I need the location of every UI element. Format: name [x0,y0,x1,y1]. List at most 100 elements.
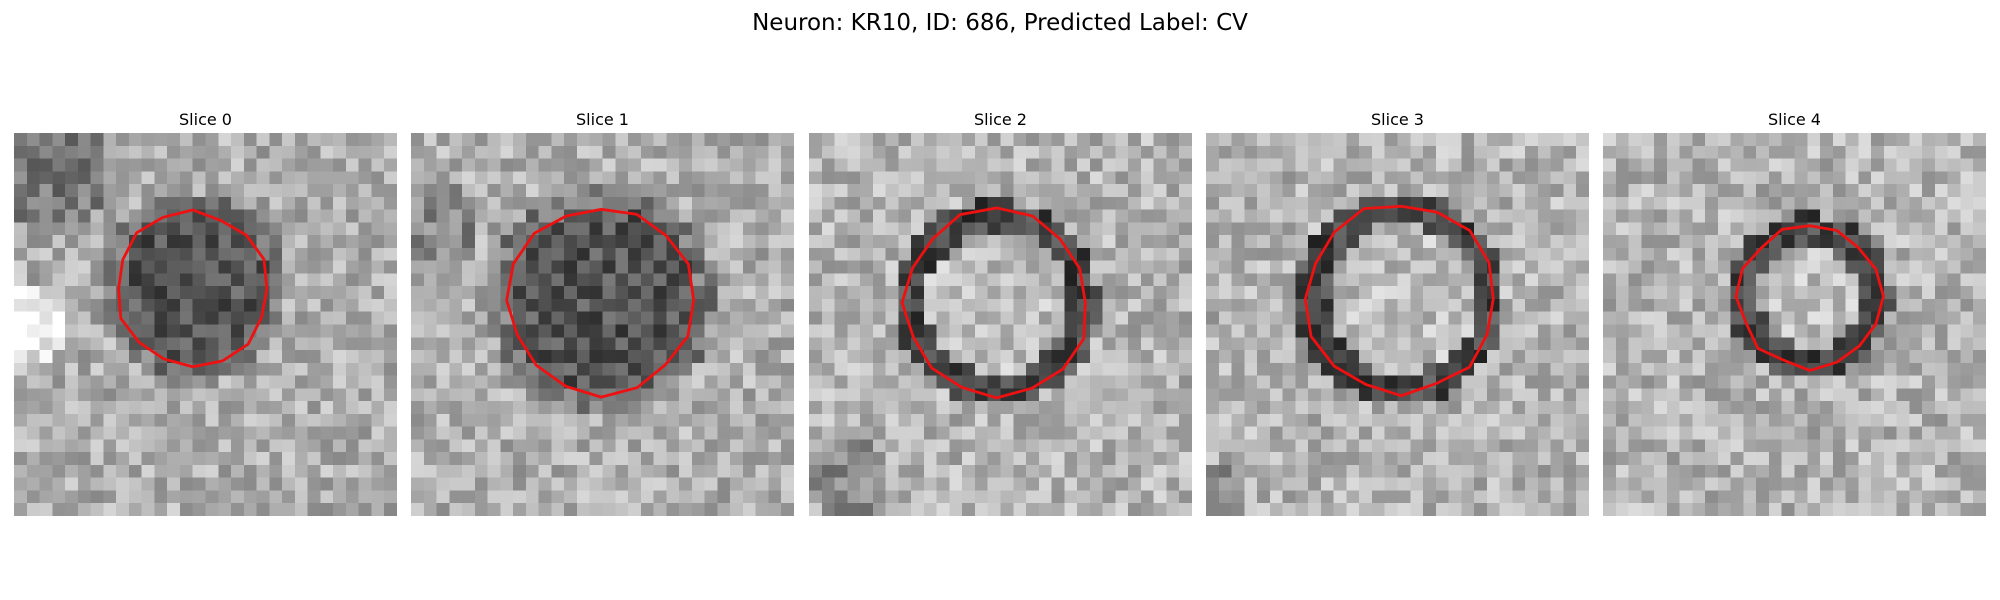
pixel [1551,388,1564,401]
pixel [822,490,835,503]
pixel [1001,452,1014,465]
pixel [1846,465,1859,478]
pixel [129,273,142,286]
pixel [1346,146,1359,159]
pixel [282,159,295,172]
pixel [1141,388,1154,401]
pixel [1398,401,1411,414]
pixel [1525,337,1538,350]
pixel [1756,452,1769,465]
pixel [257,363,270,376]
pixel [475,490,488,503]
pixel [1244,376,1257,389]
pixel [1973,222,1986,235]
pixel [1090,465,1103,478]
pixel [717,439,730,452]
pixel [1219,248,1232,261]
pixel [1538,414,1551,427]
pixel [1039,210,1052,223]
pixel [1166,363,1179,376]
pixel [27,312,40,325]
pixel [1960,490,1973,503]
pixel [679,401,692,414]
pixel [475,452,488,465]
pixel [1858,503,1871,516]
pixel [1705,465,1718,478]
pixel [860,222,873,235]
pixel [949,248,962,261]
pixel [1052,248,1065,261]
pixel [27,235,40,248]
pixel [1001,235,1014,248]
pixel [1512,286,1525,299]
pixel [65,299,78,312]
pixel [1884,197,1897,210]
pixel [590,222,603,235]
pixel [1103,427,1116,440]
pixel [500,439,513,452]
pixel [346,235,359,248]
pixel [371,133,384,146]
pixel [308,222,321,235]
pixel [551,146,564,159]
pixel [1283,273,1296,286]
pixel [1436,235,1449,248]
pixel [1576,388,1589,401]
pixel [822,325,835,338]
pixel [1807,235,1820,248]
pixel [462,235,475,248]
pixel [1179,312,1192,325]
slice-image-4 [1603,133,1986,516]
pixel [411,337,424,350]
pixel [1487,171,1500,184]
pixel [1449,133,1462,146]
pixel [1512,146,1525,159]
pixel [1115,350,1128,363]
pixel [411,197,424,210]
pixel [1538,286,1551,299]
pixel [449,286,462,299]
pixel [371,363,384,376]
pixel [1909,465,1922,478]
pixel [847,210,860,223]
pixel [1820,133,1833,146]
pixel [1013,146,1026,159]
pixel [488,490,501,503]
pixel [1576,222,1589,235]
pixel [1232,414,1245,427]
pixel [257,197,270,210]
pixel [1769,312,1782,325]
pixel [142,261,155,274]
pixel [1334,478,1347,491]
pixel [898,210,911,223]
pixel [975,376,988,389]
pixel [860,503,873,516]
pixel [116,133,129,146]
pixel [1103,363,1116,376]
pixel [1858,350,1871,363]
pixel [705,210,718,223]
pixel [1385,146,1398,159]
pixel [692,503,705,516]
pixel [320,312,333,325]
pixel [551,133,564,146]
pixel [103,452,116,465]
pixel [860,235,873,248]
pixel [924,427,937,440]
pixel [705,388,718,401]
pixel [1154,210,1167,223]
pixel [756,388,769,401]
pixel [1039,261,1052,274]
pixel [1461,312,1474,325]
pixel [1680,363,1693,376]
pixel [167,159,180,172]
pixel [1334,427,1347,440]
pixel [860,159,873,172]
pixel [1077,427,1090,440]
pixel [1731,222,1744,235]
pixel [154,478,167,491]
pixel [692,388,705,401]
pixel [91,427,104,440]
pixel [1935,465,1948,478]
pixel [488,312,501,325]
